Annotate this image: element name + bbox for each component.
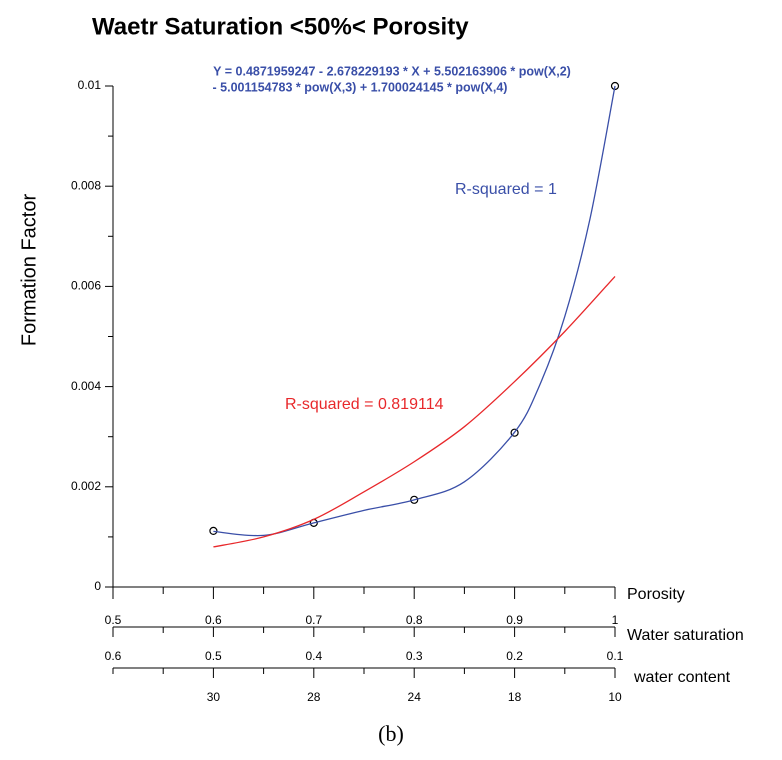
x-tick-label: 10: [608, 690, 622, 704]
fit-curve: [213, 275, 616, 548]
x-axis-title: water content: [633, 669, 731, 686]
x-tick-label: 0.5: [205, 649, 222, 663]
y-tick-label: 0.002: [71, 479, 101, 493]
x-tick-label: 0.2: [506, 649, 523, 663]
x-tick-label: 0.7: [305, 613, 322, 627]
x-tick-label: 0.1: [607, 649, 624, 663]
data-point: [209, 526, 218, 535]
y-axis-title: Formation Factor: [18, 194, 40, 347]
x-tick-label: 28: [307, 690, 321, 704]
caption: (b): [378, 721, 404, 746]
equation-line: - 5.001154783 * pow(X,3) + 1.700024145 *…: [213, 80, 508, 94]
x-tick-label: 0.6: [205, 613, 222, 627]
x-tick-label: 18: [508, 690, 522, 704]
fit-curve: [213, 85, 616, 537]
data-point: [510, 428, 519, 437]
r-squared-label: R-squared = 0.819114: [285, 396, 444, 413]
y-tick-label: 0: [94, 579, 101, 593]
x-tick-label: 0.3: [406, 649, 423, 663]
x-tick-label: 24: [408, 690, 422, 704]
r-squared-label: R-squared = 1: [455, 181, 557, 198]
data-point: [410, 495, 419, 504]
y-tick-label: 0.01: [78, 78, 102, 92]
x-tick-label: 0.4: [305, 649, 322, 663]
x-tick-label: 0.8: [406, 613, 423, 627]
x-tick-label: 0.5: [105, 613, 122, 627]
y-tick-label: 0.004: [71, 379, 101, 393]
equation-line: Y = 0.4871959247 - 2.678229193 * X + 5.5…: [213, 64, 571, 78]
x-axis-title: Porosity: [627, 586, 685, 603]
y-tick-label: 0.008: [71, 178, 101, 192]
y-tick-label: 0.006: [71, 279, 101, 293]
chart-title: Waetr Saturation <50%< Porosity: [92, 13, 469, 40]
x-tick-label: 1: [612, 613, 619, 627]
x-axis-title: Water saturation: [627, 627, 744, 644]
x-tick-label: 0.9: [506, 613, 523, 627]
x-tick-label: 0.6: [105, 649, 122, 663]
x-tick-label: 30: [207, 690, 221, 704]
